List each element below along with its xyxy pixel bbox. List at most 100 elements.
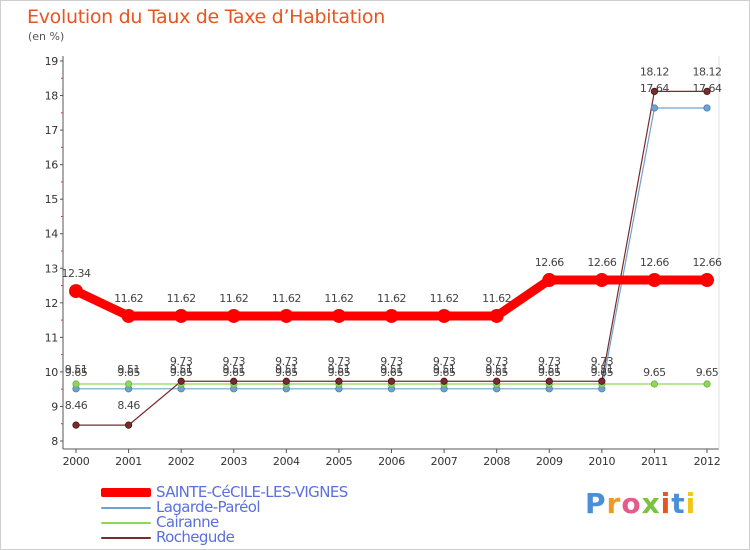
data-label: 9.65: [223, 366, 246, 379]
y-tick-label: 11: [45, 331, 58, 344]
chart-title: Evolution du Taux de Taxe d’Habitation: [27, 6, 385, 28]
data-point: [177, 377, 185, 385]
chart-subtitle: (en %): [28, 30, 65, 43]
y-tick-label: 17: [45, 124, 59, 137]
logo-letter: x: [641, 487, 661, 520]
data-point: [282, 377, 290, 385]
data-label: 9.51: [65, 363, 88, 376]
y-tick-label: 12: [45, 297, 58, 310]
data-label: 9.73: [591, 355, 614, 368]
logo-letter: t: [671, 487, 686, 520]
data-label: 9.73: [223, 355, 246, 368]
data-point: [493, 377, 501, 385]
data-point: [121, 308, 136, 323]
data-label: 17.64: [693, 82, 722, 95]
data-label: 9.73: [170, 355, 193, 368]
data-label: 17.64: [640, 82, 669, 95]
data-point: [703, 380, 711, 388]
y-tick-label: 15: [45, 193, 59, 206]
data-label: 9.73: [538, 355, 561, 368]
data-point: [335, 377, 343, 385]
data-label: 12.66: [640, 256, 669, 269]
legend-item: SAINTE-CéCILE-LES-VIGNES: [101, 485, 348, 500]
x-tick-label: 2005: [326, 455, 353, 468]
data-point: [72, 380, 80, 388]
legend-item: Lagarde-Paréol: [101, 500, 348, 515]
y-tick-label: 9: [51, 400, 58, 413]
data-point: [594, 273, 609, 288]
data-point: [440, 377, 448, 385]
data-point: [700, 273, 714, 288]
data-label: 11.62: [324, 292, 353, 305]
data-label: 9.51: [170, 363, 193, 376]
legend-swatch: [101, 521, 151, 524]
data-label: 9.65: [275, 366, 298, 379]
data-point: [647, 273, 662, 288]
data-label: 9.73: [485, 355, 508, 368]
data-point: [124, 380, 133, 388]
data-label: 11.62: [114, 292, 143, 305]
x-tick-label: 2003: [220, 455, 247, 468]
data-label: 9.51: [433, 363, 456, 376]
data-label: 9.73: [433, 355, 456, 368]
legend-label: Rochegude: [156, 528, 235, 546]
data-point: [650, 380, 659, 388]
x-tick-label: 2010: [588, 455, 615, 468]
legend-label: Lagarde-Paréol: [156, 498, 261, 516]
y-tick-label: 14: [45, 228, 59, 241]
x-tick-label: 2007: [431, 455, 458, 468]
series-line: [75, 107, 708, 390]
legend: SAINTE-CéCILE-LES-VIGNES Lagarde-Paréol Ca…: [101, 485, 348, 545]
data-label: 9.65: [433, 366, 456, 379]
data-label: 9.73: [328, 355, 351, 368]
x-tick-label: 2008: [483, 455, 510, 468]
data-label: 9.65: [538, 366, 561, 379]
data-label: 11.62: [430, 292, 459, 305]
data-label: 11.62: [377, 292, 406, 305]
data-label: 18.12: [693, 65, 722, 78]
legend-swatch: [101, 536, 151, 539]
legend-item: Rochegude: [101, 530, 348, 545]
x-tick-label: 2000: [63, 455, 90, 468]
data-point: [124, 421, 133, 429]
x-tick-label: 2006: [378, 455, 405, 468]
data-point: [650, 87, 659, 96]
data-point: [598, 377, 606, 385]
data-label: 8.46: [65, 399, 88, 412]
data-point: [279, 308, 294, 323]
data-point: [174, 308, 189, 323]
logo-letter: r: [606, 487, 622, 520]
data-label: 9.51: [380, 363, 403, 376]
y-tick-label: 8: [51, 435, 58, 448]
data-label: 9.65: [65, 366, 88, 379]
data-label: 9.65: [591, 366, 614, 379]
data-label: 11.62: [219, 292, 248, 305]
x-tick-label: 2009: [536, 455, 563, 468]
legend-item: Cairanne: [101, 515, 348, 530]
data-label: 9.51: [117, 363, 140, 376]
data-point: [331, 308, 346, 323]
data-point: [226, 308, 241, 323]
data-point: [437, 308, 452, 323]
data-point: [545, 377, 553, 385]
data-label: 9.65: [485, 366, 508, 379]
data-label: 12.66: [587, 256, 616, 269]
logo-letter: i: [660, 487, 672, 520]
data-label: 9.73: [380, 355, 403, 368]
x-tick-label: 2011: [641, 455, 668, 468]
data-label: 9.65: [380, 366, 403, 379]
legend-label: Cairanne: [156, 513, 219, 531]
logo-letter: i: [685, 487, 697, 520]
data-label: 18.12: [640, 65, 669, 78]
data-point: [489, 308, 504, 323]
data-point: [384, 308, 399, 323]
legend-swatch: [101, 488, 151, 497]
proxiti-logo: Proxiti: [585, 487, 696, 520]
data-label: 11.62: [482, 292, 511, 305]
data-point: [542, 273, 557, 288]
logo-letter: o: [621, 487, 642, 520]
data-label: 9.51: [591, 363, 614, 376]
data-point: [650, 104, 659, 112]
